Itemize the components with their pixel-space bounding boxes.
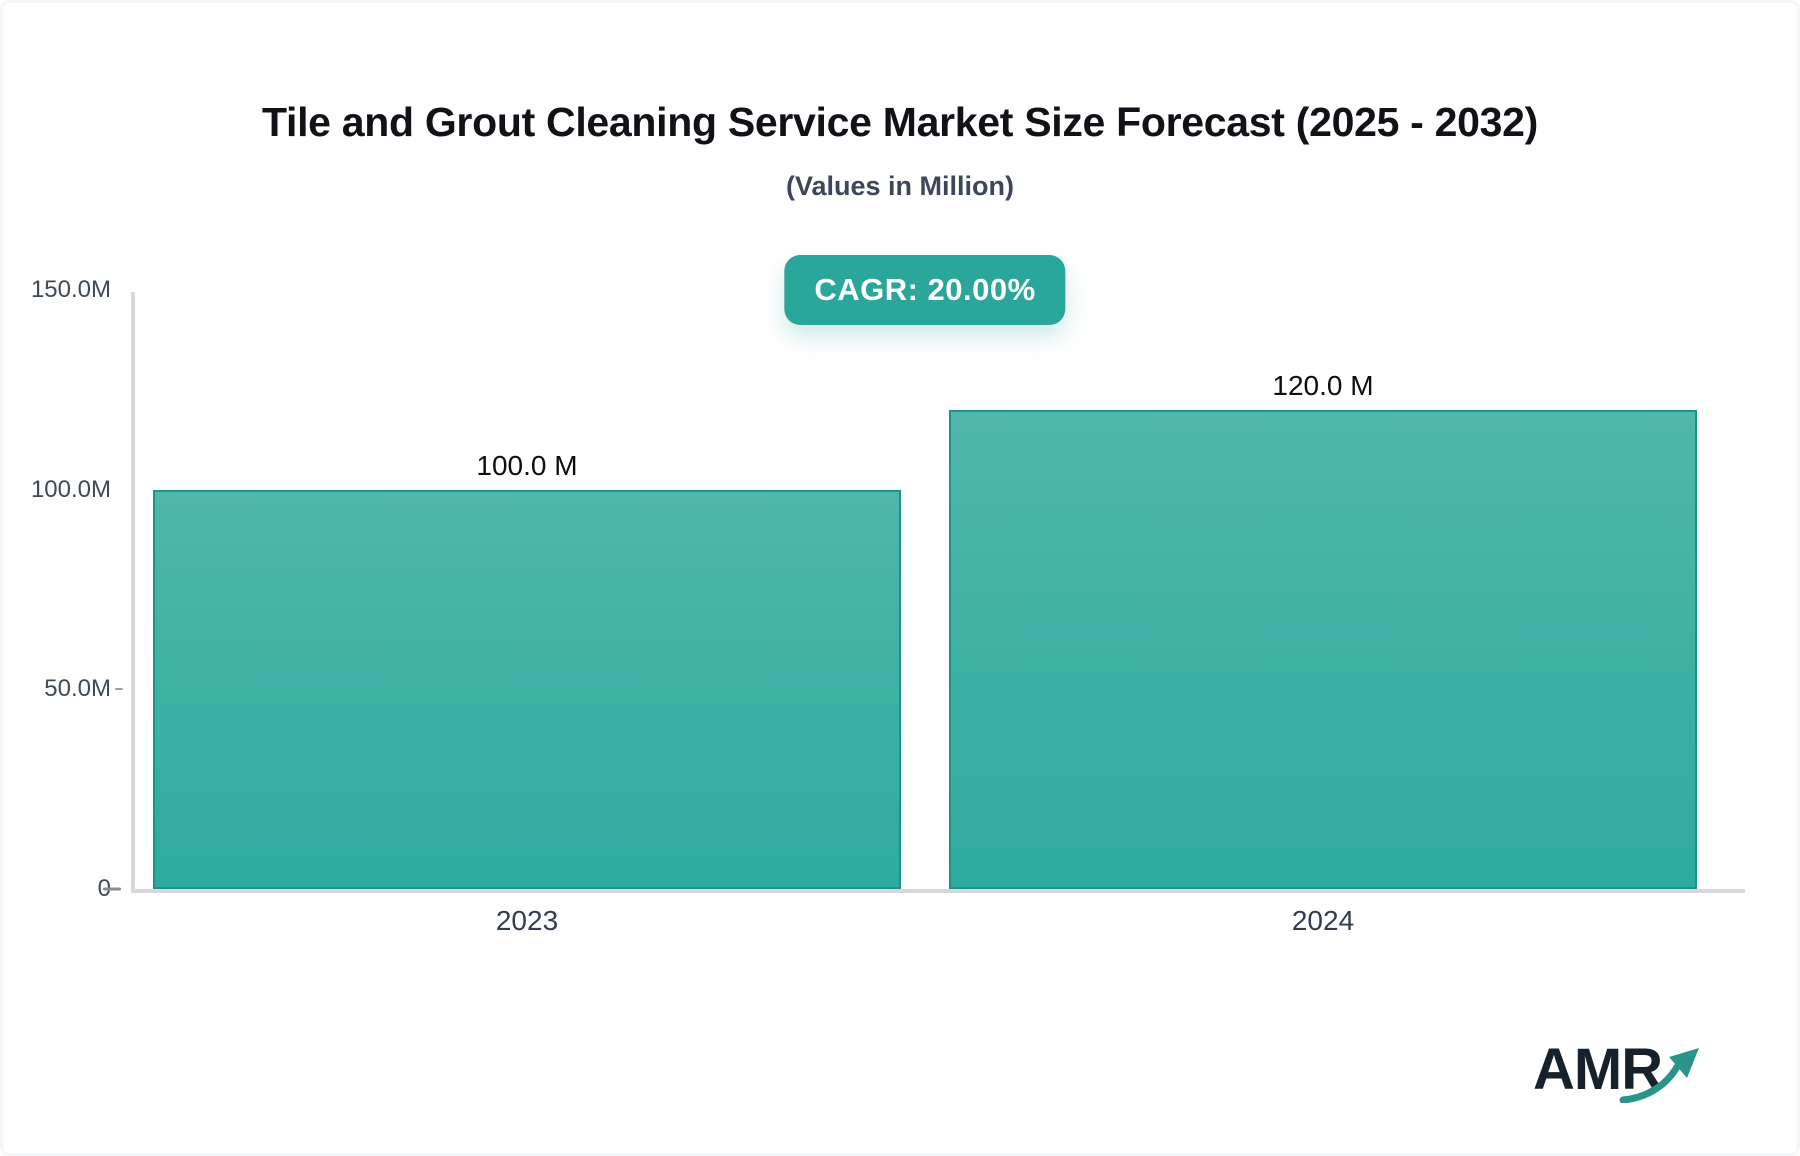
y-axis-tick-mark [115,688,123,691]
chart-subtitle: (Values in Million) [785,171,1015,201]
y-axis-tick-label: 150.0M [30,276,111,303]
y-axis-tick-label: 100.0M [30,475,111,503]
y-axis-tick-label: 50.0M [44,675,111,703]
cagr-badge: CAGR: 20.00% [784,255,1066,325]
bar-value-label: 100.0 M [476,450,578,481]
x-axis-line [131,889,1745,893]
amr-logo-text: AMR [1533,1037,1663,1102]
bar-2024[interactable] [949,410,1697,889]
y-axis-line [131,292,135,893]
chart-title: Tile and Grout Cleaning Service Market S… [261,99,1538,145]
x-axis-label-2023: 2023 [495,905,559,936]
x-axis-label-2024: 2024 [1291,905,1355,936]
bar-2023[interactable] [153,490,901,889]
bar-value-label: 120.0 M [1272,370,1374,401]
y-axis-tick-mark [103,887,121,891]
growth-arrow-icon [1619,1045,1703,1108]
amr-logo: AMR [1533,1041,1699,1104]
